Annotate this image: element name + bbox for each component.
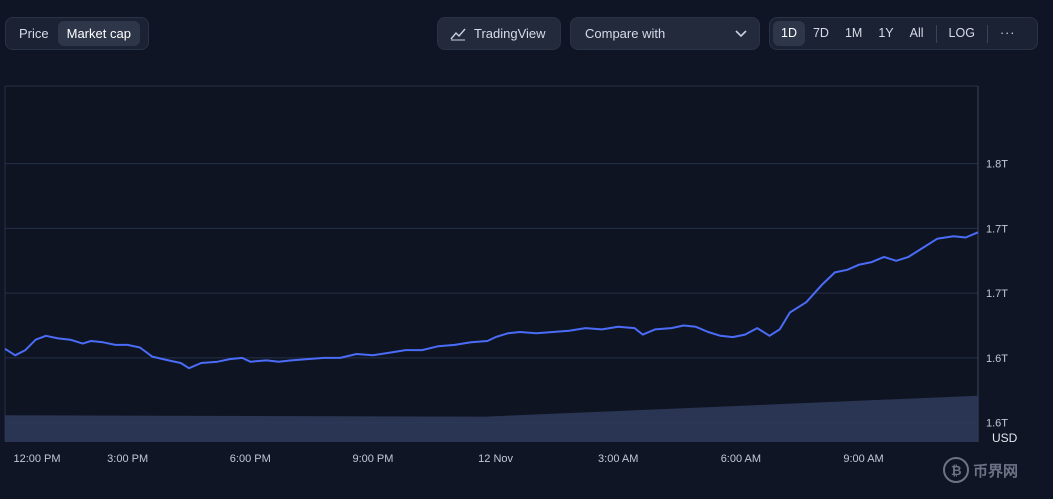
- chevron-down-icon: [735, 29, 747, 37]
- range-1d[interactable]: 1D: [773, 21, 805, 46]
- more-divider: [986, 24, 988, 43]
- chart-toolbar: Price Market cap TradingView Compare wit…: [0, 17, 1053, 50]
- x-tick-label: 12:00 PM: [13, 453, 60, 465]
- compare-with-select[interactable]: Compare with: [570, 17, 760, 50]
- tradingview-icon: [450, 28, 466, 40]
- range-all[interactable]: All: [909, 26, 924, 40]
- watermark-coin-icon: [943, 457, 969, 483]
- price-tab[interactable]: Price: [19, 26, 49, 41]
- watermark: ₿ 币界网: [943, 457, 1018, 483]
- range-1m[interactable]: 1M: [844, 26, 863, 40]
- y-tick-label: 1.7T: [986, 223, 1008, 235]
- chart-type-toggle: Price Market cap: [5, 17, 149, 50]
- tradingview-button[interactable]: TradingView: [437, 17, 561, 50]
- y-tick-label: 1.6T: [986, 353, 1008, 365]
- x-axis-ticks: 12:00 PM 3:00 PM 6:00 PM 9:00 PM 12 Nov 3:00 …: [13, 453, 883, 465]
- log-scale-toggle[interactable]: LOG: [948, 26, 975, 40]
- market-cap-line: [4, 231, 979, 370]
- y-tick-label: 1.7T: [986, 288, 1008, 300]
- range-divider: [935, 24, 937, 43]
- range-1y[interactable]: 1Y: [878, 26, 894, 40]
- volume-area: [5, 395, 978, 442]
- x-tick-label: 12 Nov: [478, 453, 513, 465]
- y-tick-label: 1.8T: [986, 159, 1008, 171]
- x-tick-label: 6:00 PM: [230, 453, 271, 465]
- currency-label: USD: [992, 431, 1018, 445]
- x-tick-label: 3:00 PM: [107, 453, 148, 465]
- x-tick-label: 9:00 AM: [843, 453, 883, 465]
- x-tick-label: 6:00 AM: [721, 453, 761, 465]
- x-tick-label: 3:00 AM: [598, 453, 638, 465]
- time-range-selector: 1D 7D 1M 1Y All LOG ···: [769, 17, 1038, 50]
- y-axis-ticks: 1.6T 1.6T 1.7T 1.7T 1.8T: [986, 159, 1008, 430]
- tradingview-label: TradingView: [474, 26, 546, 41]
- plot-background: [5, 86, 978, 442]
- y-tick-label: 1.6T: [986, 418, 1008, 430]
- market-cap-tab[interactable]: Market cap: [57, 21, 140, 46]
- compare-with-label: Compare with: [585, 26, 666, 41]
- range-7d[interactable]: 7D: [812, 26, 829, 40]
- x-tick-label: 9:00 PM: [352, 453, 393, 465]
- watermark-text: 币界网: [973, 462, 1018, 480]
- watermark-coin-glyph: ₿: [951, 464, 962, 479]
- more-options-button[interactable]: ···: [999, 26, 1016, 40]
